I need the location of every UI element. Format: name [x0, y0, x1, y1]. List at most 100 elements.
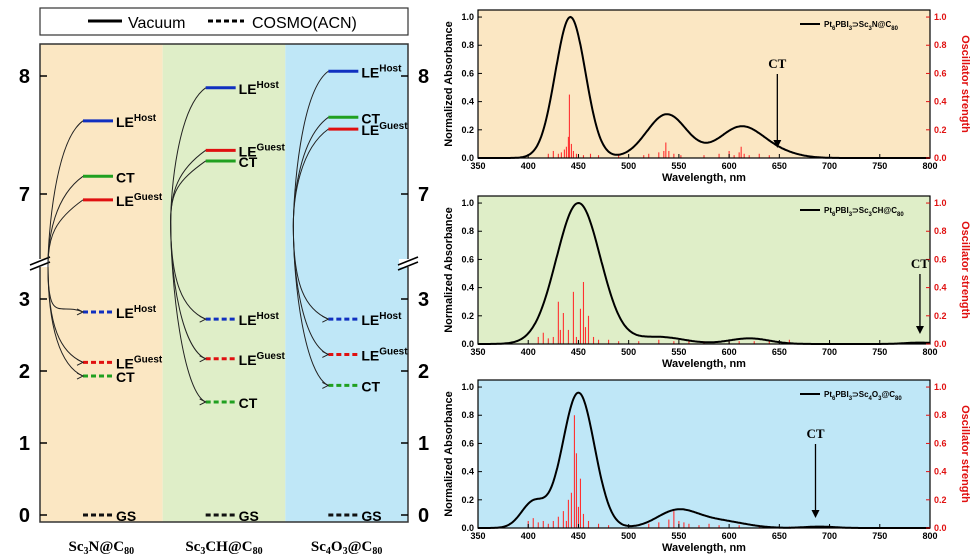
transition-arrowhead-0-1: [76, 372, 85, 380]
y2tick-label-0.2: 0.2: [934, 311, 947, 321]
xtick-label-400: 400: [521, 161, 536, 171]
x-axis-label: Wavelength, nm: [662, 172, 746, 184]
y2tick-label-0.8: 0.8: [934, 40, 947, 50]
transition-curve-1-2: [170, 149, 206, 360]
legend-vacuum-label: Vacuum: [128, 15, 186, 32]
ytick-label-left-0: 0: [19, 505, 30, 527]
xtick-label-700: 700: [822, 161, 837, 171]
legend-label: Pt6PBI3⊃Sc3CH@C80: [824, 206, 904, 218]
ytick-label-left-8: 8: [19, 66, 30, 88]
y2tick-label-0.8: 0.8: [934, 226, 947, 236]
xtick-label-500: 500: [621, 531, 636, 541]
transition-arrowhead-1-0: [199, 315, 207, 323]
xtick-label-550: 550: [671, 531, 686, 541]
y2tick-label-0.6: 0.6: [934, 438, 947, 448]
ytick-label-0.6: 0.6: [461, 254, 474, 264]
y2tick-label-0.4: 0.4: [934, 467, 947, 477]
axis-break-mark-a-0: [29, 256, 51, 266]
ytick-label-left-1: 1: [19, 433, 30, 455]
ytick-label-right-2: 2: [418, 361, 429, 383]
ytick-label-0: 0.0: [461, 153, 474, 163]
y2tick-label-0.4: 0.4: [934, 283, 947, 293]
level-label-vac-LE_guest-0: LEGuest: [116, 192, 163, 209]
level-label-acn-LE_host-2: LEHost: [361, 311, 402, 328]
ytick-label-right-0: 0: [418, 505, 429, 527]
system-label-1: Sc3N@C80: [69, 539, 135, 557]
y2tick-label-0: 0.0: [934, 153, 947, 163]
y2-axis-label: Oscillator strength: [959, 405, 971, 503]
level-label-acn-LE_host-1: LEHost: [239, 311, 280, 328]
level-label-acn-GS-2: GS: [361, 508, 381, 524]
plot-frame: [477, 195, 931, 345]
column-bg-1: [40, 44, 163, 522]
y2tick-label-1: 1.0: [934, 12, 947, 22]
xtick-label-750: 750: [872, 161, 887, 171]
diagram-frame: [39, 43, 409, 523]
y2tick-label-0: 0.0: [934, 339, 947, 349]
plot-bg: [478, 380, 930, 528]
y2tick-label-0.6: 0.6: [934, 254, 947, 264]
axis-break-mark-b-1: [397, 261, 419, 271]
y2tick-label-0.8: 0.8: [934, 410, 947, 420]
level-label-acn-GS-0: GS: [116, 508, 136, 524]
xtick-label-800: 800: [922, 531, 937, 541]
xtick-label-450: 450: [571, 161, 586, 171]
ytick-label-right-8: 8: [418, 66, 429, 88]
spectrum-panel-2: 350 400 450 500 550 600 650 700 750 800 Wavelength…: [443, 195, 971, 370]
axis-break-mark-a-1: [397, 256, 419, 266]
ytick-label-0: 0.0: [461, 339, 474, 349]
xtick-label-400: 400: [521, 531, 536, 541]
xtick-label-400: 400: [521, 347, 536, 357]
level-label-acn-LE_host-0: LEHost: [116, 304, 157, 321]
ct-annotation: CT: [806, 426, 824, 441]
xtick-label-350: 350: [470, 531, 485, 541]
ytick-label-0.8: 0.8: [461, 226, 474, 236]
ct-annotation: CT: [911, 256, 929, 271]
y2tick-label-0.2: 0.2: [934, 495, 947, 505]
level-label-vac-CT-0: CT: [116, 169, 135, 185]
y-axis-label: Normalized Absorbance: [443, 391, 455, 517]
xtick-label-600: 600: [722, 347, 737, 357]
transition-curve-0-2: [47, 199, 84, 363]
ytick-label-1: 1.0: [461, 198, 474, 208]
ytick-label-1: 1.0: [461, 382, 474, 392]
ytick-label-0.2: 0.2: [461, 311, 474, 321]
xtick-label-700: 700: [822, 347, 837, 357]
level-label-vac-CT-1: CT: [239, 154, 258, 170]
xtick-label-450: 450: [571, 347, 586, 357]
transition-arrowhead-2-1: [322, 381, 330, 389]
energy-level-diagram: Vacuum COSMO(ACN)7 78 80 01 12 23 3LEHostCTLEGu…: [19, 7, 429, 557]
xtick-label-350: 350: [470, 161, 485, 171]
plot-bg: [478, 10, 930, 158]
x-axis-label: Wavelength, nm: [662, 542, 746, 554]
ytick-label-right-3: 3: [418, 289, 429, 311]
ct-arrow-head: [811, 510, 820, 518]
y2tick-label-0.4: 0.4: [934, 97, 947, 107]
y2-axis-label: Oscillator strength: [959, 221, 971, 319]
xtick-label-800: 800: [922, 347, 937, 357]
xtick-label-650: 650: [772, 347, 787, 357]
ytick-label-0.2: 0.2: [461, 125, 474, 135]
y2tick-label-1: 1.0: [934, 198, 947, 208]
ytick-label-right-7: 7: [418, 184, 429, 206]
level-label-vac-LE_host-2: LEHost: [361, 63, 402, 80]
level-label-acn-LE_guest-0: LEGuest: [116, 354, 163, 371]
ytick-label-0: 0.0: [461, 523, 474, 533]
level-label-acn-LE_guest-1: LEGuest: [239, 351, 286, 368]
y2tick-label-0.6: 0.6: [934, 68, 947, 78]
legend-acn-label: COSMO(ACN): [252, 15, 357, 32]
level-label-vac-CT-2: CT: [361, 110, 380, 126]
xtick-label-600: 600: [722, 531, 737, 541]
xtick-label-500: 500: [621, 347, 636, 357]
ct-arrow-head: [773, 140, 782, 148]
level-label-vac-LE_host-0: LEHost: [116, 113, 157, 130]
ytick-label-0.2: 0.2: [461, 495, 474, 505]
level-label-vac-LE_host-1: LEHost: [239, 80, 280, 97]
xtick-label-700: 700: [822, 531, 837, 541]
y-axis-label: Normalized Absorbance: [443, 21, 455, 147]
xtick-label-550: 550: [671, 347, 686, 357]
level-label-acn-GS-1: GS: [239, 508, 259, 524]
ytick-label-left-3: 3: [19, 289, 30, 311]
ytick-label-0.4: 0.4: [461, 97, 474, 107]
xtick-label-600: 600: [722, 161, 737, 171]
